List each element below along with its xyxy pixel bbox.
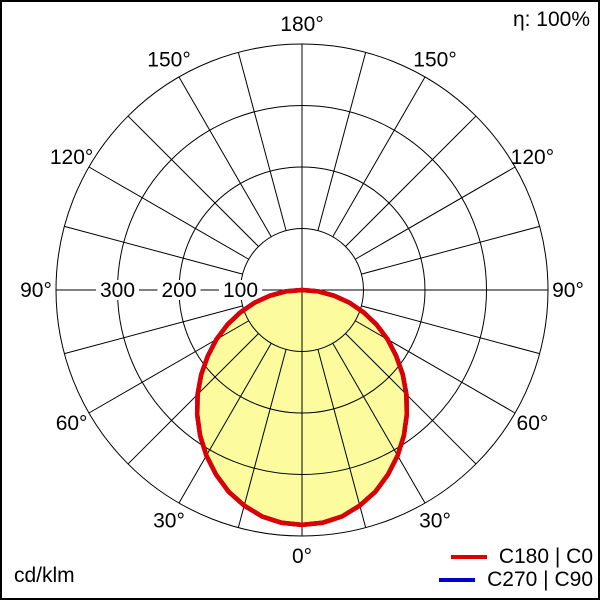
angular-grid-line: [237, 349, 287, 528]
angle-label: 120°: [511, 146, 554, 169]
angular-grid-line: [345, 333, 477, 465]
angle-label: 30°: [419, 509, 451, 532]
legend-label-c180-c0: C180 | C0: [498, 544, 593, 568]
angular-grid-line: [127, 115, 259, 247]
angular-grid-line: [178, 343, 272, 504]
curve-c180-c0: [194, 287, 410, 528]
angle-label: 30°: [153, 509, 185, 532]
legend-item-c180-c0: C180 | C0: [450, 544, 593, 568]
angular-grid-line: [88, 166, 249, 260]
angular-grid-line: [332, 343, 426, 504]
angular-grid-line: [361, 225, 540, 275]
angle-label: 0°: [292, 545, 312, 568]
radial-tick-label: 200: [161, 279, 196, 302]
radial-tick-label: 300: [100, 279, 135, 302]
radial-tick-label-bg: [218, 280, 263, 300]
legend-label-c270-c90: C270 | C90: [487, 567, 593, 591]
angular-grid-line: [355, 320, 516, 414]
angle-label: 90°: [552, 279, 584, 302]
angular-grid-line: [355, 166, 516, 260]
angular-grid-line: [88, 320, 249, 414]
legend-line-red-icon: [450, 554, 487, 559]
angle-label: 150°: [147, 49, 190, 72]
angle-label: 120°: [50, 146, 93, 169]
angular-grid-line: [345, 115, 477, 247]
radial-tick-label-bg: [157, 280, 201, 300]
legend-item-c270-c90: C270 | C90: [439, 568, 593, 591]
angular-grid-line: [178, 76, 272, 237]
angle-label: 60°: [56, 412, 88, 435]
angular-grid-line: [317, 52, 367, 231]
angle-label: 90°: [20, 279, 52, 302]
angular-grid-line: [64, 305, 243, 355]
legend-line-blue-icon: [439, 577, 476, 582]
angular-grid-line: [317, 349, 367, 528]
angle-label: 150°: [413, 49, 456, 72]
angular-grid-line: [361, 305, 540, 355]
angular-grid-line: [64, 225, 243, 275]
angular-grid-line: [237, 52, 287, 231]
angular-grid-line: [332, 76, 426, 237]
legend: C180 | C0 C270 | C90: [439, 545, 593, 591]
efficiency-label: η: 100%: [512, 8, 590, 31]
units-label: cd/klm: [14, 564, 75, 587]
radial-tick-label-bg: [95, 280, 140, 300]
radial-tick-label: 100: [223, 279, 258, 302]
angle-label: 180°: [280, 13, 323, 36]
angular-grid-line: [127, 333, 259, 465]
angle-label: 60°: [517, 412, 549, 435]
